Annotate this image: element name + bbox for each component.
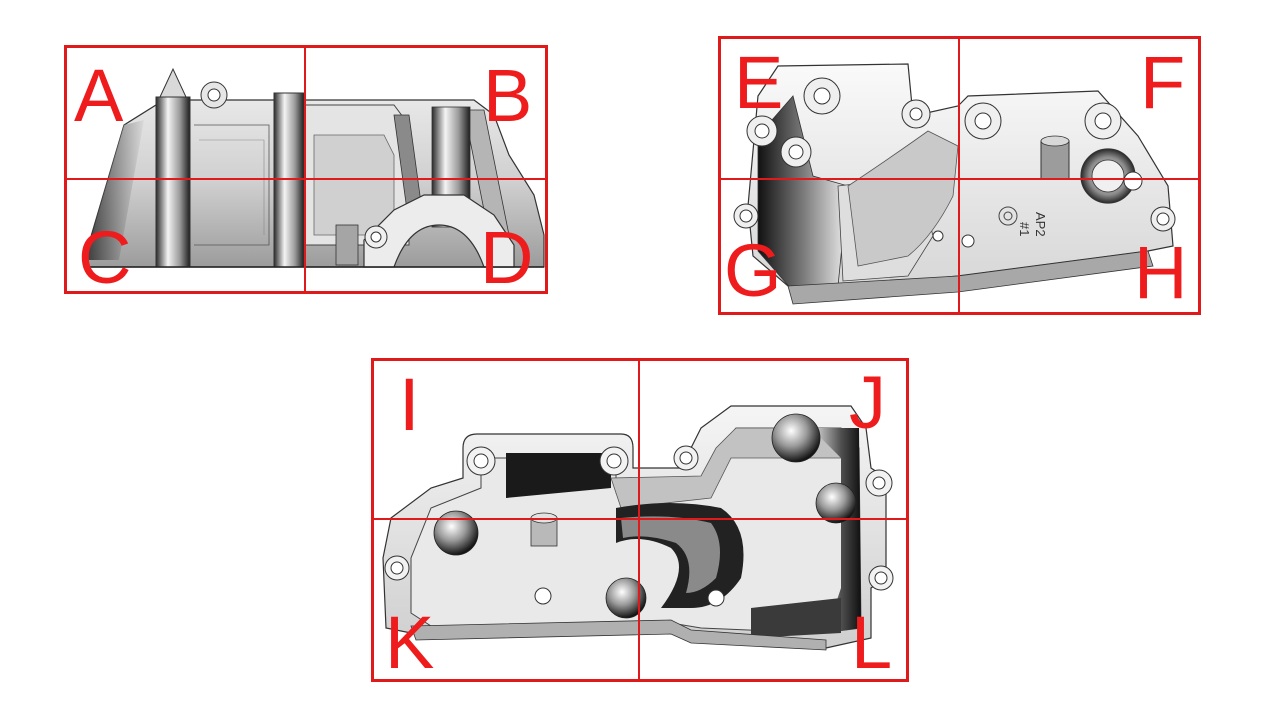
- grid-line-horizontal: [371, 518, 909, 520]
- panel-bottom-view: I J K L: [371, 358, 909, 682]
- zone-label-a: A: [74, 54, 124, 137]
- zone-label-h: H: [1134, 231, 1188, 314]
- grid-frame: [64, 45, 548, 294]
- zone-label-f: F: [1140, 41, 1186, 124]
- zone-label-l: L: [851, 601, 893, 684]
- zone-label-k: K: [385, 601, 435, 684]
- zone-label-b: B: [483, 54, 533, 137]
- grid-line-vertical: [958, 36, 960, 315]
- grid-frame: [371, 358, 909, 682]
- zone-label-e: E: [734, 41, 784, 124]
- grid-line-vertical: [304, 45, 306, 294]
- zone-label-j: J: [849, 361, 886, 444]
- panel-top-view: AP2 #1 E F G H: [718, 36, 1201, 315]
- zone-label-c: C: [78, 216, 132, 299]
- grid-line-vertical: [638, 358, 640, 682]
- zone-label-i: I: [399, 363, 420, 446]
- zone-label-g: G: [724, 229, 782, 312]
- casting-bottom-view: [382, 405, 894, 651]
- zone-label-d: D: [480, 216, 534, 299]
- part-marking-ap2: AP2: [1033, 212, 1048, 237]
- part-marking-number: #1: [1017, 222, 1032, 236]
- panel-side-view: A B C D: [64, 45, 548, 299]
- casting-side-view: [83, 67, 545, 268]
- grid-line-horizontal: [64, 178, 548, 180]
- casting-top-view: AP2 #1: [733, 63, 1176, 305]
